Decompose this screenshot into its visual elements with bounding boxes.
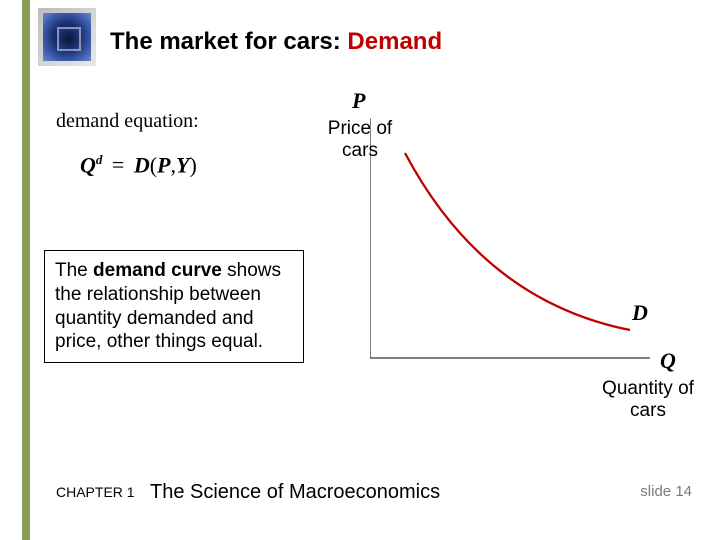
caption-pre: The xyxy=(55,260,93,281)
left-accent-bar xyxy=(22,0,30,540)
footer-slide: slide 14 xyxy=(640,483,692,500)
demand-curve xyxy=(405,153,630,330)
eq-lp: ( xyxy=(150,152,157,177)
demand-chart xyxy=(370,118,660,368)
caption-box: The demand curve shows the relationship … xyxy=(44,250,304,363)
demand-equation: Qd = D(P,Y) xyxy=(80,152,197,178)
slide-title: The market for cars: Demand xyxy=(110,28,442,56)
title-part2: Demand xyxy=(347,28,442,55)
eq-equals: = xyxy=(108,152,128,177)
title-part1: The market for cars: xyxy=(110,28,347,55)
eq-rp: ) xyxy=(189,152,196,177)
eq-D: D xyxy=(134,152,150,177)
caption-bold: demand curve xyxy=(93,260,222,281)
curve-label-d: D xyxy=(632,300,648,326)
eq-Q: Q xyxy=(80,152,96,177)
eq-sup: d xyxy=(96,152,103,167)
footer-title: The Science of Macroeconomics xyxy=(150,481,440,504)
axis-q-symbol: Q xyxy=(660,348,676,374)
axis-p-symbol: P xyxy=(352,88,365,114)
demand-equation-label: demand equation: xyxy=(56,110,199,133)
eq-Y: Y xyxy=(176,152,189,177)
eq-P: P xyxy=(157,152,170,177)
footer-chapter: CHAPTER 1 xyxy=(56,484,135,500)
axis-q-label: Quantity of cars xyxy=(598,378,698,422)
slide-logo xyxy=(38,8,96,66)
